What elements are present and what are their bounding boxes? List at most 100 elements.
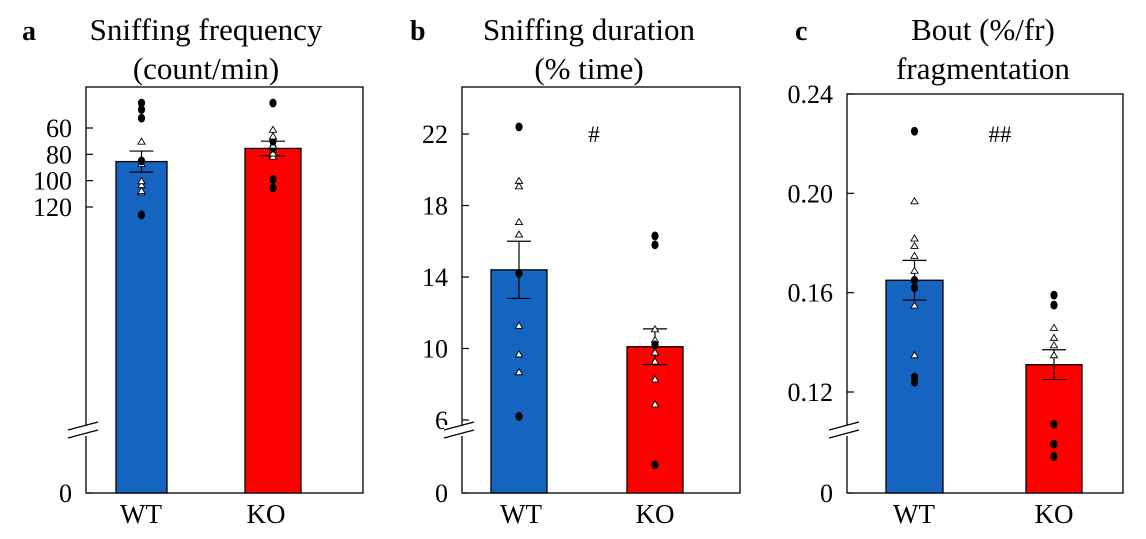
axis-break-mark-upper [67,421,99,431]
panel-b-xlabel-wt: WT [500,499,542,529]
data-point-dot [651,231,659,241]
data-point-dot [910,275,919,285]
panel-b-data-points [514,122,660,470]
axis-break-mark-upper [828,421,860,431]
data-point-dot [651,340,659,350]
data-point-dot [910,126,919,136]
data-point-triangle [910,350,919,359]
bar-ko [1025,364,1083,494]
data-point-triangle [1049,323,1059,331]
data-point-triangle [910,251,919,259]
panel-c: c Bout (%/fr) fragmentation 0 0.12 0.16 0.2… [788,12,1124,529]
data-point-dot [651,240,659,250]
data-point-triangle [268,149,278,157]
data-point-triangle [1049,340,1059,349]
ytick-label: 22 [422,120,448,149]
data-point-triangle [514,349,524,358]
data-point-triangle [514,230,524,238]
bar-wt [490,269,548,494]
panel-b-title-line-2: (% time) [534,51,643,86]
ytick-label: 10 [422,335,448,364]
bar-ko [244,147,302,494]
data-point-dot [269,183,277,193]
ytick-label: 0.20 [788,179,834,208]
panel-a-title-line-1: Sniffing frequency [90,12,323,47]
data-point-dot [1050,419,1058,429]
panel-label-b: b [410,16,426,47]
panel-a-title-line-2: (count/min) [133,51,279,86]
data-point-triangle [137,180,146,189]
data-point-triangle [514,321,524,329]
panel-c-significance: ## [989,122,1013,147]
axis-break-mark-lower [67,429,99,439]
data-point-dot [515,412,523,421]
ytick-label: 14 [422,263,448,292]
ytick-label: 18 [422,192,448,221]
data-point-dot [137,98,146,108]
ytick-label: 80 [46,140,72,169]
panel-b-axis-break [443,421,475,439]
data-point-triangle [268,125,278,133]
data-point-triangle [514,181,524,190]
data-point-dot [910,377,919,387]
panel-c-title-line-2: fragmentation [896,51,1070,86]
data-point-dot [137,113,146,123]
panel-b-bars [490,269,684,494]
data-point-triangle [1049,350,1059,359]
data-point-dot [910,283,919,293]
panel-b-title-line-1: Sniffing duration [483,12,696,47]
axis-break-mark-lower [828,429,860,439]
data-point-dot [137,210,146,220]
panel-c-data-points [910,126,1059,461]
panel-c-xlabel-wt: WT [893,499,935,529]
data-point-triangle [514,367,524,376]
data-point-triangle [268,132,278,140]
data-point-triangle [910,301,919,309]
data-point-triangle [1049,333,1059,341]
axis-break-gap [444,425,474,436]
ytick-label: 60 [46,114,72,143]
data-point-triangle [650,357,660,365]
panel-c-bars [885,279,1083,494]
data-point-dot [269,98,277,108]
data-point-triangle [514,217,524,226]
ytick-label: 0.16 [788,279,834,308]
ytick-label: 0 [820,479,833,508]
data-point-triangle [650,348,660,356]
ytick-label: 0.12 [788,378,834,407]
data-point-dot [515,269,523,278]
panel-c-xlabel-ko: KO [1035,499,1074,529]
panel-c-ytick-labels: 0 0.12 0.16 0.20 0.24 [788,80,854,508]
data-point-triangle [910,196,919,205]
ytick-label: 0 [59,479,72,508]
panel-c-plot-frame [846,93,1124,494]
data-point-triangle [137,186,146,194]
data-point-triangle [910,266,919,274]
data-point-triangle [137,137,146,145]
panel-c-title-line-1: Bout (%/fr) [911,12,1055,47]
data-point-dot [137,156,146,166]
panel-b: b Sniffing duration (% time) 0610141822 … [410,12,741,529]
axis-break-mark-upper [443,421,475,431]
data-point-triangle [910,241,919,249]
data-point-dot [137,105,146,114]
panel-a-xlabel-ko: KO [247,499,286,529]
data-point-triangle [137,176,146,185]
axis-break-gap [68,425,98,436]
panel-a-bars [115,147,302,494]
panel-a-xlabel-wt: WT [120,499,162,529]
panel-a-data-points [137,98,278,220]
data-point-triangle [650,375,660,383]
data-point-dot [651,460,659,470]
axis-break-gap [829,425,859,436]
data-point-dot [1050,452,1058,461]
ytick-label: 120 [33,193,72,222]
ytick-label: 0 [435,479,448,508]
data-point-dot [1050,290,1058,300]
panel-label-c: c [795,16,807,47]
panel-label-a: a [22,16,36,47]
data-point-triangle [650,324,660,333]
panel-a: a Sniffing frequency (count/min) 0 608010… [22,12,364,529]
